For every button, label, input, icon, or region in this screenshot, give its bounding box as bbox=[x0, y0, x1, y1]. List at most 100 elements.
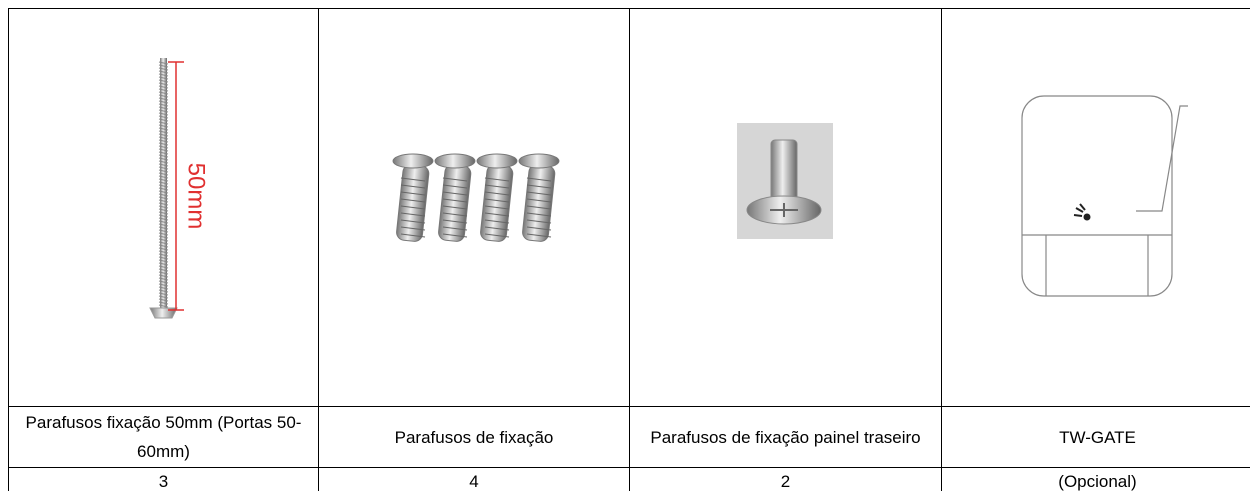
thread bbox=[442, 212, 468, 217]
table-cell: Parafusos de fixação painel traseiro bbox=[629, 406, 941, 467]
table-cell: TW-GATE bbox=[941, 406, 1250, 467]
thread bbox=[158, 295, 169, 299]
thread bbox=[158, 64, 169, 68]
thread bbox=[526, 177, 552, 182]
thread bbox=[158, 151, 169, 155]
thread bbox=[158, 226, 169, 230]
thread bbox=[158, 205, 169, 209]
thread bbox=[158, 91, 169, 95]
device-led bbox=[1083, 213, 1091, 221]
thread bbox=[158, 235, 169, 239]
thread bbox=[158, 253, 169, 257]
thread bbox=[484, 191, 510, 196]
thread bbox=[158, 157, 169, 161]
thread bbox=[526, 184, 552, 189]
thread bbox=[158, 304, 169, 308]
thread bbox=[158, 106, 169, 110]
table-cell: 4 bbox=[318, 467, 629, 491]
thread bbox=[158, 142, 169, 146]
thread bbox=[158, 193, 169, 197]
thread bbox=[526, 212, 552, 217]
thread bbox=[158, 190, 169, 194]
table-cell: (Opcional) bbox=[941, 467, 1250, 491]
thread bbox=[484, 219, 510, 224]
thread bbox=[158, 271, 169, 275]
thread bbox=[158, 202, 169, 206]
thread bbox=[158, 187, 169, 191]
thread bbox=[526, 226, 552, 231]
screw-head bbox=[518, 153, 560, 169]
thread bbox=[158, 121, 169, 125]
single-screw-image bbox=[737, 123, 833, 239]
thread bbox=[158, 94, 169, 98]
thread bbox=[158, 163, 169, 167]
thread bbox=[158, 136, 169, 140]
long-screw-image: 50mm bbox=[149, 58, 210, 319]
thread bbox=[158, 139, 169, 143]
thread bbox=[158, 166, 169, 170]
thread bbox=[158, 181, 169, 185]
thread bbox=[158, 148, 169, 152]
thread bbox=[400, 233, 426, 238]
thread bbox=[158, 244, 169, 248]
thread bbox=[158, 175, 169, 179]
thread bbox=[400, 198, 426, 203]
thread bbox=[442, 184, 468, 189]
thread bbox=[158, 103, 169, 107]
device-image bbox=[1021, 95, 1188, 297]
thread bbox=[484, 184, 510, 189]
thread bbox=[158, 229, 169, 233]
thread bbox=[158, 286, 169, 290]
thread bbox=[158, 265, 169, 269]
four-screws-image bbox=[392, 153, 560, 242]
thread bbox=[158, 61, 169, 65]
thread bbox=[484, 205, 510, 210]
thread bbox=[526, 191, 552, 196]
thread bbox=[158, 76, 169, 80]
thread bbox=[158, 67, 169, 71]
thread bbox=[158, 115, 169, 119]
thread bbox=[158, 127, 169, 131]
thread bbox=[400, 212, 426, 217]
screw-head bbox=[392, 153, 434, 169]
thread bbox=[526, 233, 552, 238]
thread bbox=[158, 232, 169, 236]
thread bbox=[442, 226, 468, 231]
thread bbox=[442, 177, 468, 182]
thread bbox=[158, 268, 169, 272]
image-cell bbox=[318, 8, 629, 406]
thread bbox=[158, 217, 169, 221]
thread bbox=[158, 223, 169, 227]
thread bbox=[400, 226, 426, 231]
thread bbox=[484, 233, 510, 238]
device-edge bbox=[1022, 234, 1172, 296]
image-cell bbox=[8, 8, 318, 406]
screw-cross bbox=[770, 203, 798, 217]
device-signal bbox=[1073, 203, 1086, 217]
thread bbox=[158, 301, 169, 305]
thread bbox=[158, 178, 169, 182]
thread bbox=[158, 100, 169, 104]
thread bbox=[158, 73, 169, 77]
thread bbox=[484, 198, 510, 203]
thread bbox=[158, 133, 169, 137]
thread bbox=[158, 184, 169, 188]
callout-line bbox=[1136, 105, 1188, 212]
thread bbox=[158, 208, 169, 212]
thread bbox=[158, 214, 169, 218]
thread bbox=[526, 219, 552, 224]
thread bbox=[158, 292, 169, 296]
thread bbox=[158, 220, 169, 224]
table-cell: 3 bbox=[8, 467, 318, 491]
thread bbox=[158, 211, 169, 215]
thread bbox=[158, 250, 169, 254]
screw-head bbox=[434, 153, 476, 169]
thread bbox=[158, 124, 169, 128]
thread bbox=[442, 233, 468, 238]
thread bbox=[442, 219, 468, 224]
thread bbox=[158, 238, 169, 242]
thread bbox=[158, 283, 169, 287]
thread bbox=[158, 85, 169, 89]
thread bbox=[158, 88, 169, 92]
